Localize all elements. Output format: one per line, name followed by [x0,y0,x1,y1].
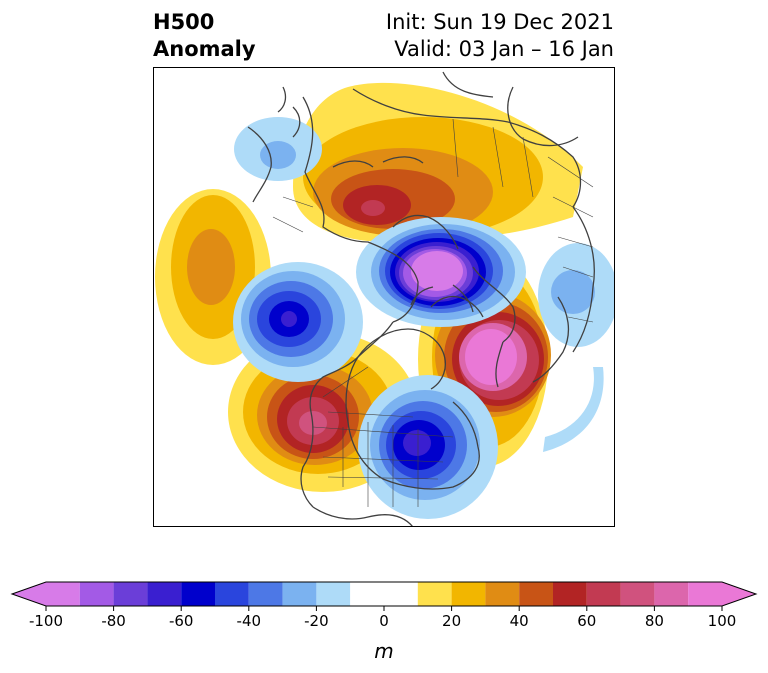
colorbar-under-arrow [12,582,46,606]
anomaly-western-united-states [228,332,418,492]
anomaly-arctic-canada-greenland [356,217,526,327]
colorbar-tick-label: 60 [577,612,596,630]
colorbar-bin [620,582,655,606]
colorbar-bin [248,582,283,606]
init-date: Init: Sun 19 Dec 2021 [385,10,614,34]
colorbar-tick-label: 0 [379,612,389,630]
colorbar-bin [113,582,148,606]
title-variable: H500 [153,10,215,34]
colorbar-bin [46,582,80,606]
anomaly-east-asia [543,367,604,452]
colorbar-tick-label: -100 [29,612,63,630]
colorbar-tick-label: 100 [708,612,737,630]
colorbar-tick-label: -20 [304,612,329,630]
colorbar-bin [485,582,520,606]
anomaly-gulf-of-alaska [233,262,363,382]
anomaly-western-europe [538,243,615,347]
colorbar-tick-label: 40 [510,612,529,630]
colorbar-bin [519,582,553,606]
colorbar-bin [147,582,182,606]
colorbar-bin [215,582,249,606]
colorbar-bin [282,582,317,606]
colorbar-tick-label: 20 [442,612,461,630]
map-subtitle: Init: Sun 19 Dec 2021 Valid: 03 Jan – 16… [386,9,614,63]
colorbar-bin [181,582,215,606]
colorbar-ticks: -100 -80 -60 -40 -20 0 20 40 60 80 100 [29,606,736,630]
political-borders [272,118,594,507]
colorbar-over-arrow [722,582,756,606]
colorbar-tick-label: -40 [237,612,262,630]
colorbar-unit-label: m [374,639,393,663]
anomaly-eastern-united-states [358,375,498,519]
colorbar-bin [316,582,351,606]
colorbar-bin [451,582,486,606]
anomaly-east-siberia [234,117,322,181]
coastlines [247,71,595,527]
anomaly-map [153,67,615,527]
title-field: Anomaly [153,37,256,61]
colorbar-bins [10,581,758,607]
colorbar-tick-label: 80 [645,612,664,630]
colorbar-bin [654,582,689,606]
map-title: H500 Anomaly [153,9,256,63]
colorbar-bin [553,582,587,606]
colorbar-bin [79,582,114,606]
colorbar-bin [586,582,621,606]
colorbar: -100 -80 -60 -40 -20 0 20 40 60 80 100 m [10,581,758,663]
colorbar-bin [417,582,452,606]
colorbar-bin [350,582,418,606]
colorbar-tick-label: -60 [169,612,194,630]
colorbar-tick-label: -80 [101,612,126,630]
valid-range: Valid: 03 Jan – 16 Jan [394,37,614,61]
colorbar-bin [688,582,722,606]
